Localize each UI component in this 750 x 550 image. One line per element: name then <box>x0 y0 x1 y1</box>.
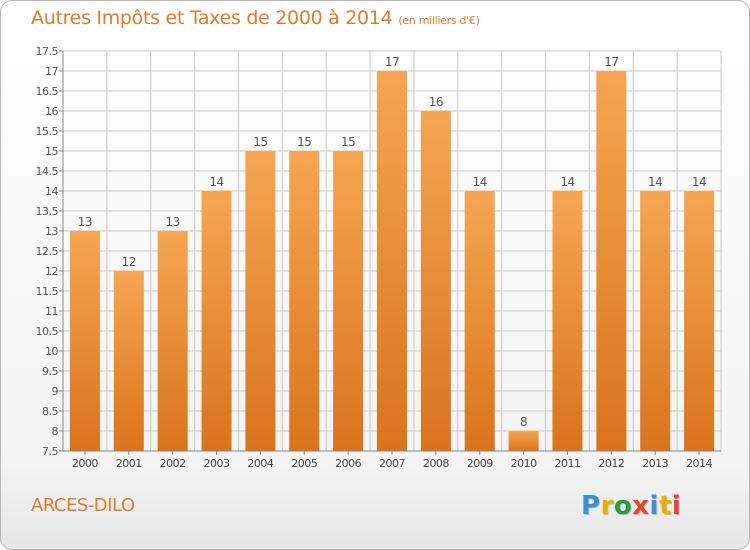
x-tick-label: 2009 <box>467 457 493 470</box>
x-tick-label: 2003 <box>204 457 230 470</box>
bar-2011[interactable] <box>552 191 583 451</box>
x-tick-label: 2008 <box>423 457 449 470</box>
bar-2007[interactable] <box>377 71 407 451</box>
x-tick-label: 2011 <box>554 457 580 470</box>
x-tick-label: 2012 <box>598 457 624 470</box>
y-tick-label: 13.5 <box>36 205 59 218</box>
data-labels: 13 12 13 14 15 15 15 17 16 14 8 14 17 14 14 <box>78 55 707 429</box>
bar-2010[interactable] <box>508 431 539 451</box>
bar-2004[interactable] <box>245 151 276 451</box>
bar-2000[interactable] <box>69 231 100 451</box>
bar-2012[interactable] <box>596 71 627 451</box>
logo-letter: r <box>600 491 614 521</box>
y-tick-label: 17 <box>45 65 58 78</box>
data-label: 15 <box>297 135 311 149</box>
data-label: 8 <box>520 415 527 429</box>
y-tick-label: 11 <box>45 305 58 318</box>
x-tick-label: 2001 <box>116 457 142 470</box>
y-tick-label: 15 <box>45 145 58 158</box>
y-tick-label: 10.5 <box>36 325 59 338</box>
x-tick-label: 2010 <box>511 457 537 470</box>
y-tick-label: 16.5 <box>36 85 59 98</box>
x-tick-label: 2013 <box>642 457 668 470</box>
data-label: 14 <box>209 175 223 189</box>
data-label: 17 <box>385 55 399 69</box>
x-tick-label: 2007 <box>379 457 405 470</box>
x-tick-label: 2014 <box>686 457 712 470</box>
y-tick-label: 14.5 <box>36 165 59 178</box>
logo-letter: x <box>632 491 650 521</box>
proxiti-logo[interactable]: Proxiti <box>581 491 681 521</box>
bar-2014[interactable] <box>684 191 715 451</box>
bar-2009[interactable] <box>464 191 495 451</box>
x-tick-label: 2000 <box>72 457 98 470</box>
bar-2005[interactable] <box>289 151 320 451</box>
logo-letter: P <box>581 491 601 521</box>
y-tick-label: 9 <box>52 385 59 398</box>
bar-2013[interactable] <box>640 191 671 451</box>
y-tick-label: 17.5 <box>36 45 59 58</box>
logo-letter: i <box>649 491 659 521</box>
y-tick-label: 7.5 <box>42 445 58 458</box>
chart-title: Autres Impôts et Taxes de 2000 à 2014 (en… <box>31 7 480 29</box>
data-label: 15 <box>253 135 267 149</box>
data-label: 14 <box>692 175 706 189</box>
bar-2008[interactable] <box>420 111 451 451</box>
y-tick-label: 15.5 <box>36 125 59 138</box>
data-label: 12 <box>122 255 136 269</box>
data-label: 13 <box>166 215 180 229</box>
bars <box>69 71 715 451</box>
logo-letter: o <box>613 491 633 521</box>
y-tick-label: 9.5 <box>42 365 58 378</box>
data-label: 14 <box>648 175 662 189</box>
data-label: 14 <box>473 175 487 189</box>
data-label: 14 <box>560 175 574 189</box>
data-label: 15 <box>341 135 355 149</box>
x-tick-label: 2002 <box>160 457 186 470</box>
y-tick-label: 12.5 <box>36 245 59 258</box>
y-tick-label: 16 <box>45 105 58 118</box>
commune-name: ARCES-DILO <box>31 495 135 516</box>
y-tick-label: 8 <box>52 425 59 438</box>
bar-2002[interactable] <box>157 231 188 451</box>
axes: 7.5 8 8.5 9 9.5 10 10.5 11 11.5 12 12.5 13 13.5 14 14.… <box>36 45 721 470</box>
chart-subtitle: (en milliers d'€) <box>398 14 480 27</box>
y-tick-label: 10 <box>45 345 58 358</box>
logo-letter: i <box>671 491 682 521</box>
y-tick-label: 11.5 <box>36 285 59 298</box>
bar-2003[interactable] <box>201 191 232 451</box>
chart-title-text: Autres Impôts et Taxes de 2000 à 2014 <box>31 7 393 29</box>
y-tick-label: 13 <box>45 225 58 238</box>
y-tick-label: 14 <box>45 185 58 198</box>
data-label: 16 <box>429 95 443 109</box>
bar-2001[interactable] <box>113 271 144 451</box>
x-tick-label: 2004 <box>247 457 273 470</box>
y-tick-label: 8.5 <box>42 405 58 418</box>
logo-letter: t <box>658 491 672 521</box>
bar-2006[interactable] <box>333 151 364 451</box>
data-label: 13 <box>78 215 92 229</box>
y-tick-label: 12 <box>45 265 58 278</box>
x-tick-label: 2005 <box>291 457 317 470</box>
data-label: 17 <box>604 55 618 69</box>
x-tick-label: 2006 <box>335 457 361 470</box>
